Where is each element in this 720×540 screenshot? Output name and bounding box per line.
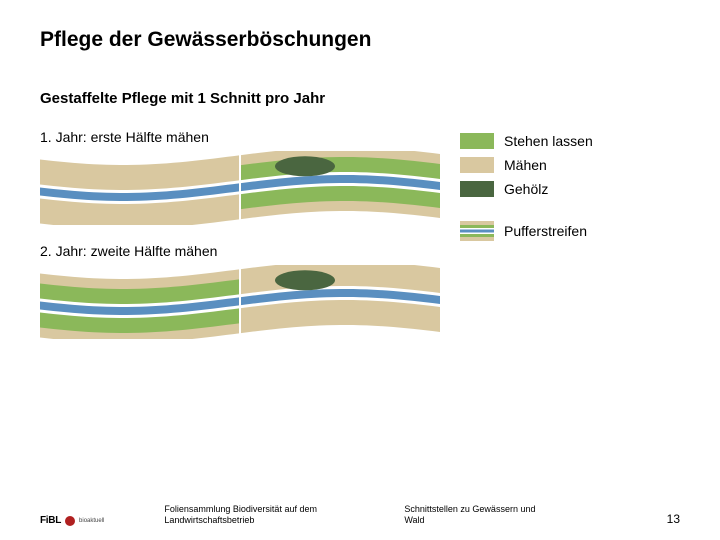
legend: Stehen lassen Mähen Gehölz Pufferstreife… bbox=[460, 129, 680, 249]
legend-wood-swatch bbox=[460, 181, 494, 197]
legend-buffer-swatch bbox=[460, 221, 494, 241]
footer-col1-l2: Landwirtschaftsbetrieb bbox=[164, 515, 344, 526]
logo-sub: bioaktuell bbox=[79, 518, 104, 524]
footer: FiBL bioaktuell Foliensammlung Biodivers… bbox=[40, 504, 680, 526]
red-dot-icon bbox=[65, 516, 75, 526]
legend-stand: Stehen lassen bbox=[460, 133, 680, 149]
content-row: 1. Jahr: erste Hälfte mähen 2. Jahr: zwe… bbox=[40, 129, 680, 339]
diagram-column: 1. Jahr: erste Hälfte mähen 2. Jahr: zwe… bbox=[40, 129, 440, 339]
legend-mow: Mähen bbox=[460, 157, 680, 173]
legend-stand-swatch bbox=[460, 133, 494, 149]
page-number: 13 bbox=[667, 512, 680, 526]
legend-mow-label: Mähen bbox=[504, 157, 547, 173]
legend-buffer: Pufferstreifen bbox=[460, 221, 680, 241]
footer-col1: Foliensammlung Biodiversität auf dem Lan… bbox=[164, 504, 344, 526]
year1-label: 1. Jahr: erste Hälfte mähen bbox=[40, 129, 440, 145]
slide-subtitle: Gestaffelte Pflege mit 1 Schnitt pro Jah… bbox=[40, 90, 680, 107]
footer-col2-l2: Wald bbox=[404, 515, 584, 526]
year2-label: 2. Jahr: zweite Hälfte mähen bbox=[40, 243, 220, 259]
legend-wood: Gehölz bbox=[460, 181, 680, 197]
year1-diagram bbox=[40, 151, 440, 225]
footer-logo: FiBL bioaktuell bbox=[40, 515, 104, 526]
slide-title: Pflege der Gewässerböschungen bbox=[40, 28, 680, 52]
footer-col1-l1: Foliensammlung Biodiversität auf dem bbox=[164, 504, 344, 515]
year2-diagram bbox=[40, 265, 440, 339]
footer-col2: Schnittstellen zu Gewässern und Wald bbox=[404, 504, 584, 526]
fibl-logo-text: FiBL bbox=[40, 515, 61, 526]
legend-wood-label: Gehölz bbox=[504, 181, 548, 197]
legend-mow-swatch bbox=[460, 157, 494, 173]
legend-stand-label: Stehen lassen bbox=[504, 133, 593, 149]
footer-col2-l1: Schnittstellen zu Gewässern und bbox=[404, 504, 584, 515]
legend-buffer-label: Pufferstreifen bbox=[504, 223, 587, 239]
